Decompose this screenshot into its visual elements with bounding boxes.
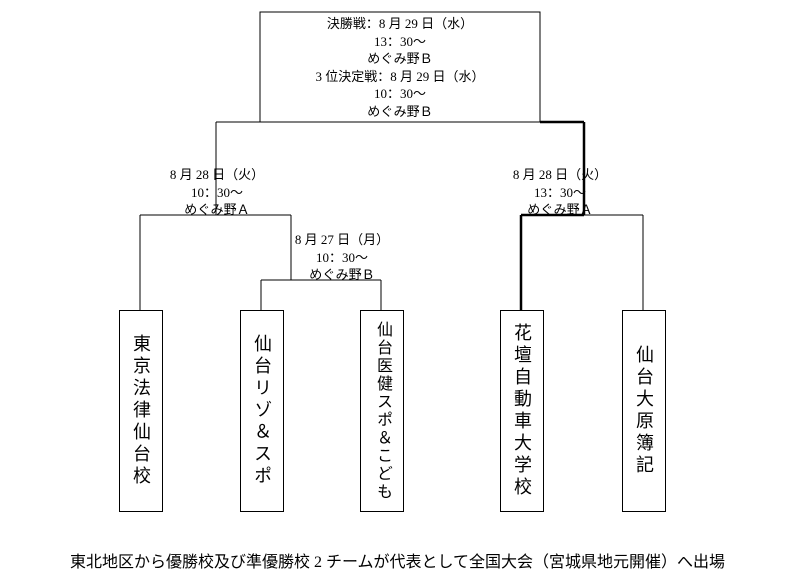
- team-box-4: 花壇自動車大学校: [500, 310, 544, 512]
- team-3: 仙台医健スポ＆こども: [370, 321, 394, 501]
- final-line6: めぐみ野Ｂ: [260, 103, 540, 121]
- final-line3: めぐみ野Ｂ: [260, 50, 540, 68]
- semi-left-line3: めぐみ野Ａ: [167, 201, 267, 219]
- team-box-3: 仙台医健スポ＆こども: [360, 310, 404, 512]
- semi-left-line2: 10：30～: [167, 184, 267, 202]
- semi-left-line1: 8 月 28 日（火）: [167, 166, 267, 184]
- team-1: 東京法律仙台校: [128, 334, 154, 488]
- semi-right-line2: 13：30～: [510, 184, 610, 202]
- quarter-line1: 8 月 27 日（月）: [292, 231, 392, 249]
- semi-right-line1: 8 月 28 日（火）: [510, 166, 610, 184]
- final-line1: 決勝戦：8 月 29 日（水）: [260, 15, 540, 33]
- team-box-5: 仙台大原簿記: [622, 310, 666, 512]
- final-info: 決勝戦：8 月 29 日（水） 13：30～ めぐみ野Ｂ 3 位決定戦：8 月 …: [260, 15, 540, 120]
- footer-note: 東北地区から優勝校及び準優勝校 2 チームが代表として全国大会（宮城県地元開催）…: [70, 548, 725, 572]
- semi-left-info: 8 月 28 日（火） 10：30～ めぐみ野Ａ: [167, 166, 267, 219]
- team-box-1: 東京法律仙台校: [119, 310, 163, 512]
- semi-right-info: 8 月 28 日（火） 13：30～ めぐみ野Ａ: [510, 166, 610, 219]
- team-box-2: 仙台リゾ＆スポ: [240, 310, 284, 512]
- quarter-line2: 10：30～: [292, 249, 392, 267]
- final-line4: 3 位決定戦：8 月 29 日（水）: [260, 68, 540, 86]
- team-4: 花壇自動車大学校: [509, 323, 535, 499]
- quarter-info: 8 月 27 日（月） 10：30～ めぐみ野Ｂ: [292, 231, 392, 284]
- footer-text: 東北地区から優勝校及び準優勝校 2 チームが代表として全国大会（宮城県地元開催）…: [70, 554, 725, 571]
- team-5: 仙台大原簿記: [631, 345, 657, 477]
- semi-right-line3: めぐみ野Ａ: [510, 201, 610, 219]
- final-line2: 13：30～: [260, 33, 540, 51]
- final-line5: 10：30～: [260, 85, 540, 103]
- quarter-line3: めぐみ野Ｂ: [292, 266, 392, 284]
- team-2: 仙台リゾ＆スポ: [249, 334, 275, 488]
